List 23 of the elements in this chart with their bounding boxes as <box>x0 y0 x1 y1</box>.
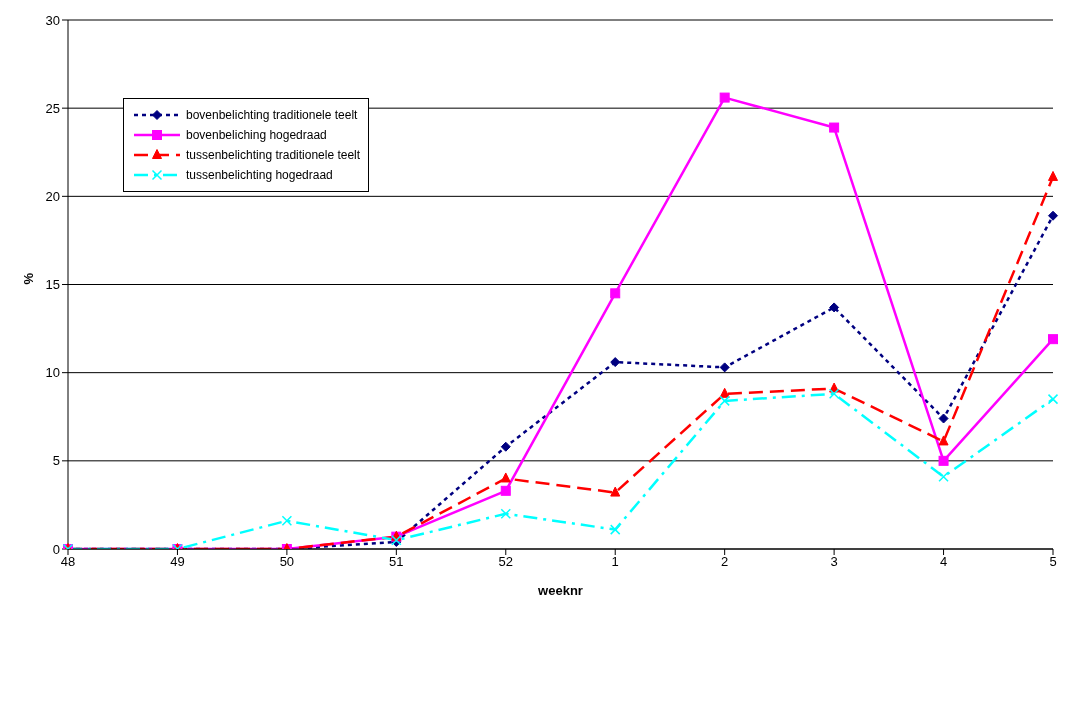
y-tick-label: 15 <box>45 277 60 293</box>
x-tick-label: 48 <box>60 554 76 570</box>
x-tick-label: 2 <box>721 554 729 570</box>
y-tick-label: 20 <box>45 188 60 204</box>
y-tick-label: 0 <box>52 541 60 557</box>
x-tick-label: 51 <box>389 554 404 570</box>
legend-label: tussenbelichting traditionele teelt <box>186 148 361 162</box>
legend-label: bovenbeliching hogedraad <box>186 128 327 142</box>
x-tick-label: 5 <box>1049 554 1057 570</box>
x-axis-title: weeknr <box>537 583 583 598</box>
x-tick-label: 49 <box>170 554 185 570</box>
x-tick-label: 4 <box>939 554 948 570</box>
y-tick-label: 30 <box>45 12 60 28</box>
legend-label: tussenbelichting hogedraad <box>186 168 333 182</box>
x-tick-label: 3 <box>830 554 838 570</box>
y-tick-label: 10 <box>45 365 60 381</box>
y-tick-label: 25 <box>45 100 60 116</box>
x-tick-label: 50 <box>279 554 295 570</box>
y-axis-title: % <box>20 272 36 285</box>
x-tick-label: 52 <box>498 554 514 570</box>
x-tick-label: 1 <box>611 554 619 570</box>
y-tick-label: 5 <box>52 453 60 469</box>
legend-label: bovenbelichting traditionele teelt <box>186 108 358 122</box>
